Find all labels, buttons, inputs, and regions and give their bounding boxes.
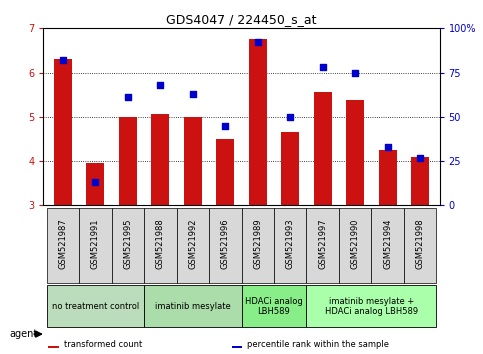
Text: percentile rank within the sample: percentile rank within the sample — [247, 340, 389, 349]
Bar — [177, 208, 209, 283]
Text: imatinib mesylate: imatinib mesylate — [155, 302, 231, 311]
Bar — [371, 208, 404, 283]
Bar — [119, 117, 137, 205]
Bar — [249, 39, 267, 205]
Point — [254, 40, 262, 45]
Bar — [274, 208, 306, 283]
Text: transformed count: transformed count — [64, 340, 142, 349]
Bar — [86, 163, 104, 205]
Point — [319, 64, 327, 70]
Point — [351, 70, 359, 75]
Text: GSM521992: GSM521992 — [188, 218, 197, 269]
Text: HDACi analog
LBH589: HDACi analog LBH589 — [245, 297, 303, 316]
Point — [156, 82, 164, 88]
Bar — [144, 285, 242, 327]
Text: GSM521998: GSM521998 — [415, 218, 425, 269]
Bar — [242, 208, 274, 283]
Bar — [184, 117, 202, 205]
Text: GSM521988: GSM521988 — [156, 218, 165, 269]
Bar — [216, 139, 234, 205]
Point — [59, 57, 67, 63]
Text: GSM521996: GSM521996 — [221, 218, 230, 269]
Text: imatinib mesylate +
HDACi analog LBH589: imatinib mesylate + HDACi analog LBH589 — [325, 297, 418, 316]
Point — [221, 123, 229, 129]
Point — [92, 179, 99, 185]
Bar — [346, 100, 364, 205]
Bar — [306, 285, 436, 327]
Text: GSM521994: GSM521994 — [383, 218, 392, 269]
Text: GSM521991: GSM521991 — [91, 218, 100, 269]
Bar — [112, 208, 144, 283]
Point — [286, 114, 294, 120]
Bar — [379, 150, 397, 205]
Text: GSM521990: GSM521990 — [351, 218, 360, 269]
Bar — [281, 132, 299, 205]
Bar — [209, 208, 242, 283]
Bar — [232, 347, 242, 348]
Point — [416, 155, 424, 160]
Text: GSM521989: GSM521989 — [253, 218, 262, 269]
Title: GDS4047 / 224450_s_at: GDS4047 / 224450_s_at — [166, 13, 317, 26]
Bar — [242, 285, 306, 327]
Bar — [54, 59, 72, 205]
Bar — [47, 208, 79, 283]
Bar — [144, 208, 177, 283]
Text: GSM521987: GSM521987 — [58, 218, 68, 269]
Bar — [404, 208, 436, 283]
Point — [384, 144, 391, 150]
Bar — [48, 347, 59, 348]
Bar — [314, 92, 332, 205]
Bar — [306, 208, 339, 283]
Bar — [79, 208, 112, 283]
Text: GSM521997: GSM521997 — [318, 218, 327, 269]
Text: GSM521993: GSM521993 — [286, 218, 295, 269]
Point — [124, 95, 132, 100]
Text: no treatment control: no treatment control — [52, 302, 139, 311]
Bar — [47, 285, 144, 327]
Bar — [151, 114, 169, 205]
Text: GSM521995: GSM521995 — [123, 218, 132, 269]
Bar — [339, 208, 371, 283]
Text: agent: agent — [10, 329, 38, 339]
Bar — [411, 157, 429, 205]
Point — [189, 91, 197, 97]
